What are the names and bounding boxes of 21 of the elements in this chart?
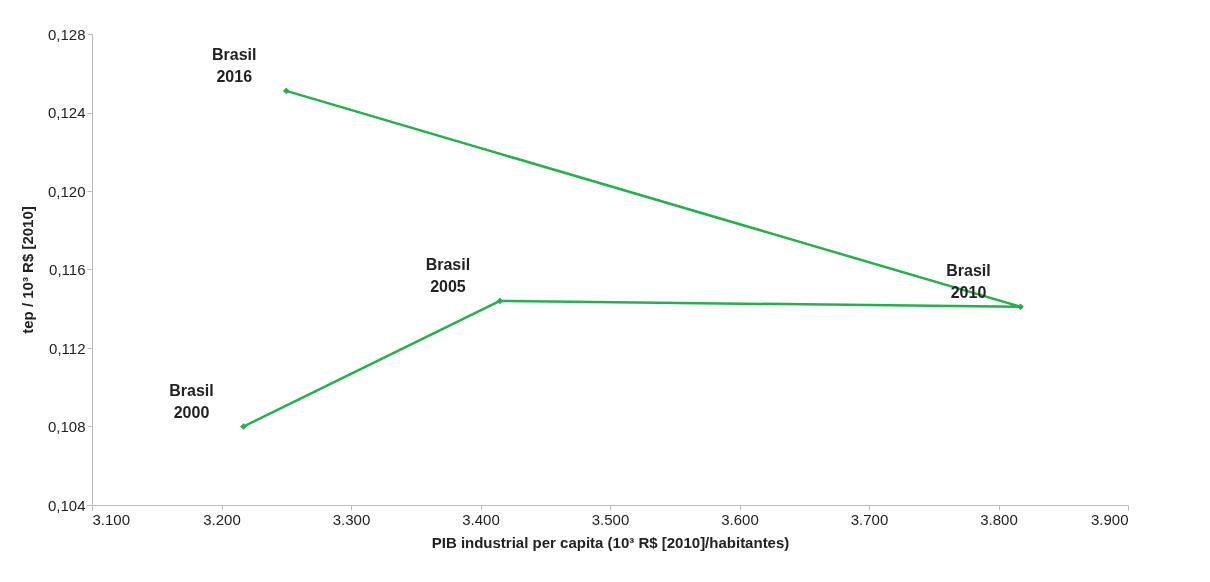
y-tick-label: 0,124 bbox=[47, 104, 86, 121]
x-tick-label: 3.800 bbox=[980, 510, 1018, 528]
annotation: Brasil 2000 bbox=[169, 381, 214, 421]
x-tick-label: 3.900 bbox=[1090, 510, 1129, 528]
x-tick-label: 3.700 bbox=[850, 510, 889, 528]
y-tick-label: 0,104 bbox=[47, 496, 86, 514]
x-tick-label: 3.200 bbox=[203, 510, 241, 528]
y-tick-label: 0,120 bbox=[47, 182, 86, 200]
x-tick-label: 3.300 bbox=[332, 510, 371, 528]
y-tick-label: 0,128 bbox=[47, 25, 86, 43]
x-tick-label: 3.600 bbox=[721, 510, 759, 528]
annotation: Brasil 2005 bbox=[425, 255, 471, 295]
y-tick-label: 0,108 bbox=[47, 418, 86, 435]
x-tick-label: 3.100 bbox=[92, 510, 131, 528]
x-axis-title: PIB industrial per capita (10³ R$ [2010]/habitantes) bbox=[431, 533, 790, 551]
x-tick-label: 3.400 bbox=[462, 510, 500, 528]
y-axis-title: tep / 10³ R$ [2010] bbox=[18, 206, 36, 334]
x-tick-label: 3.500 bbox=[591, 510, 630, 528]
y-tick-label: 0,112 bbox=[49, 339, 86, 357]
annotation: Brasil 2016 bbox=[212, 45, 257, 85]
y-tick-label: 0,116 bbox=[49, 261, 86, 278]
